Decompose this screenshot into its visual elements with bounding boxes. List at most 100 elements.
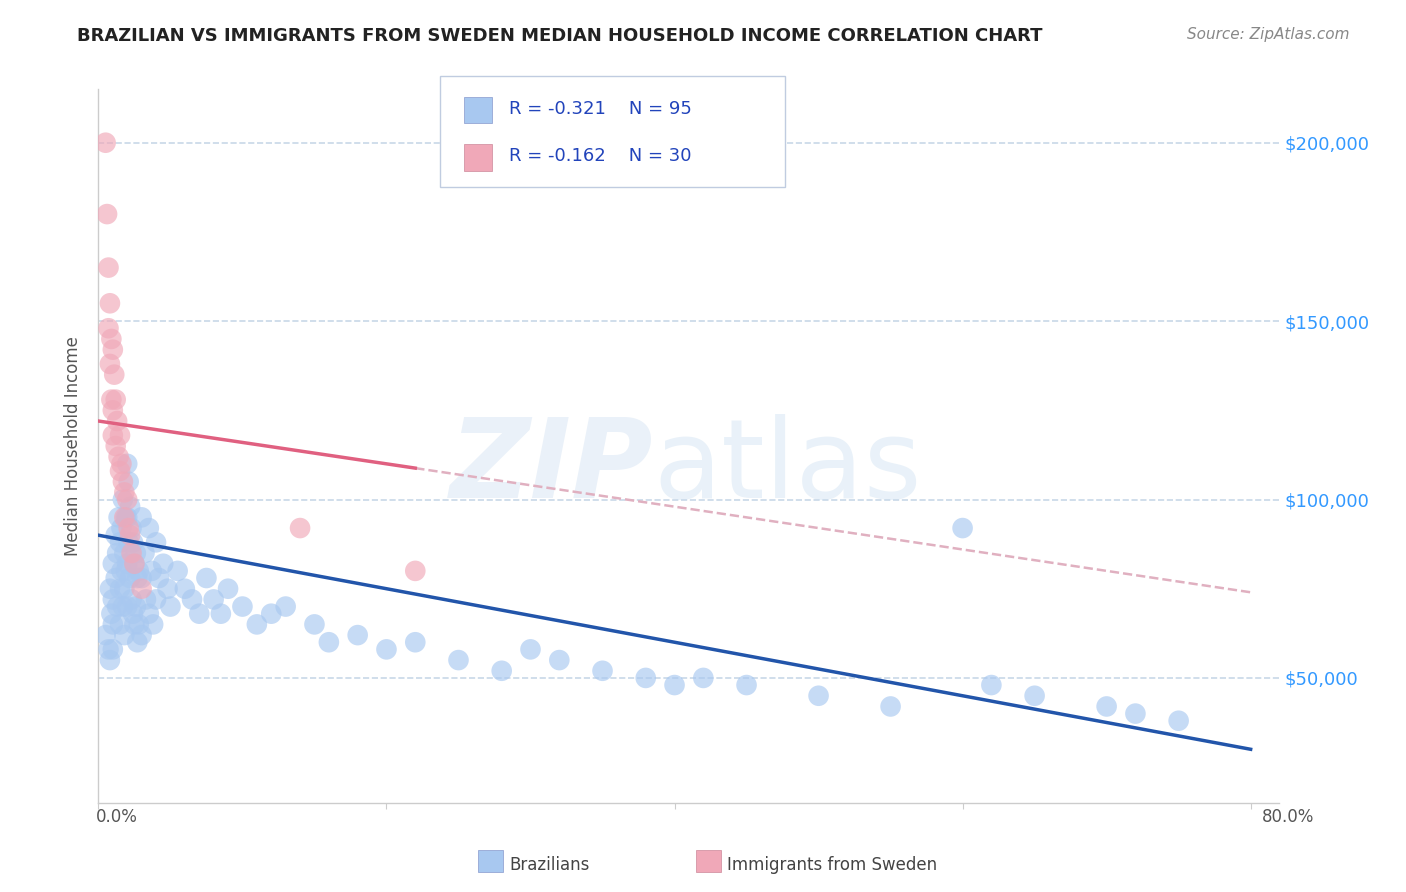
Point xyxy=(100,607,122,621)
Point xyxy=(735,678,758,692)
Point xyxy=(98,357,121,371)
Point xyxy=(104,392,127,407)
Point xyxy=(142,617,165,632)
Point xyxy=(148,571,170,585)
Point xyxy=(104,571,127,585)
Text: ZIP: ZIP xyxy=(450,414,654,521)
Point xyxy=(97,260,120,275)
Point xyxy=(375,642,398,657)
Point xyxy=(110,521,132,535)
Point xyxy=(111,475,134,489)
Point xyxy=(115,510,138,524)
Point xyxy=(138,521,160,535)
Point xyxy=(110,457,132,471)
Point xyxy=(101,617,124,632)
Text: R = -0.162    N = 30: R = -0.162 N = 30 xyxy=(509,147,692,165)
Point xyxy=(447,653,470,667)
Point xyxy=(491,664,513,678)
Point xyxy=(145,535,167,549)
Text: 80.0%: 80.0% xyxy=(1263,808,1315,826)
Point xyxy=(127,571,149,585)
Point xyxy=(98,582,121,596)
Point xyxy=(121,546,143,560)
Point xyxy=(108,582,131,596)
Point xyxy=(112,628,135,642)
Point xyxy=(346,628,368,642)
Point xyxy=(548,653,571,667)
Point xyxy=(115,457,138,471)
Point xyxy=(634,671,657,685)
Point xyxy=(128,617,150,632)
Point xyxy=(1095,699,1118,714)
Point xyxy=(104,439,127,453)
Point xyxy=(125,546,148,560)
Point xyxy=(202,592,225,607)
Point xyxy=(980,678,1002,692)
Point xyxy=(152,557,174,571)
Point xyxy=(131,510,153,524)
Point xyxy=(122,535,145,549)
Point xyxy=(231,599,253,614)
Point xyxy=(1024,689,1046,703)
Point xyxy=(664,678,686,692)
Point xyxy=(94,136,117,150)
Point xyxy=(145,592,167,607)
Point xyxy=(135,592,157,607)
Text: 0.0%: 0.0% xyxy=(96,808,138,826)
Point xyxy=(101,557,124,571)
Point xyxy=(131,571,153,585)
Point xyxy=(246,617,269,632)
Point xyxy=(107,450,129,464)
Point xyxy=(96,207,118,221)
Point xyxy=(110,564,132,578)
Point xyxy=(125,599,148,614)
Point xyxy=(100,332,122,346)
Text: BRAZILIAN VS IMMIGRANTS FROM SWEDEN MEDIAN HOUSEHOLD INCOME CORRELATION CHART: BRAZILIAN VS IMMIGRANTS FROM SWEDEN MEDI… xyxy=(77,27,1043,45)
Point xyxy=(304,617,326,632)
Point xyxy=(141,564,163,578)
Point xyxy=(101,343,124,357)
Text: R = -0.321    N = 95: R = -0.321 N = 95 xyxy=(509,100,692,118)
Point xyxy=(159,599,181,614)
Point xyxy=(692,671,714,685)
Point xyxy=(404,564,426,578)
Point xyxy=(260,607,283,621)
Point xyxy=(120,571,142,585)
Point xyxy=(101,592,124,607)
Point xyxy=(124,557,146,571)
Point xyxy=(122,607,145,621)
Point xyxy=(156,582,179,596)
Point xyxy=(101,403,124,417)
Point xyxy=(108,428,131,442)
Point xyxy=(118,475,141,489)
Point xyxy=(134,546,156,560)
Point xyxy=(94,628,117,642)
Point xyxy=(108,617,131,632)
Point xyxy=(121,592,143,607)
Point xyxy=(188,607,211,621)
Y-axis label: Median Household Income: Median Household Income xyxy=(65,336,83,556)
Point xyxy=(274,599,297,614)
Point xyxy=(98,296,121,310)
Point xyxy=(181,592,204,607)
Point xyxy=(173,582,195,596)
Point xyxy=(105,414,128,428)
Point xyxy=(1125,706,1147,721)
Text: Source: ZipAtlas.com: Source: ZipAtlas.com xyxy=(1187,27,1350,42)
Point xyxy=(120,528,142,542)
Point xyxy=(112,485,135,500)
Point xyxy=(111,599,134,614)
Point xyxy=(209,607,232,621)
Point xyxy=(519,642,541,657)
Point xyxy=(100,392,122,407)
Point xyxy=(124,617,146,632)
Point xyxy=(952,521,974,535)
Point xyxy=(115,492,138,507)
Point xyxy=(115,557,138,571)
Point xyxy=(115,599,138,614)
Point xyxy=(138,607,160,621)
Point xyxy=(124,557,146,571)
Point xyxy=(108,535,131,549)
Point xyxy=(120,500,142,514)
Point xyxy=(107,510,129,524)
